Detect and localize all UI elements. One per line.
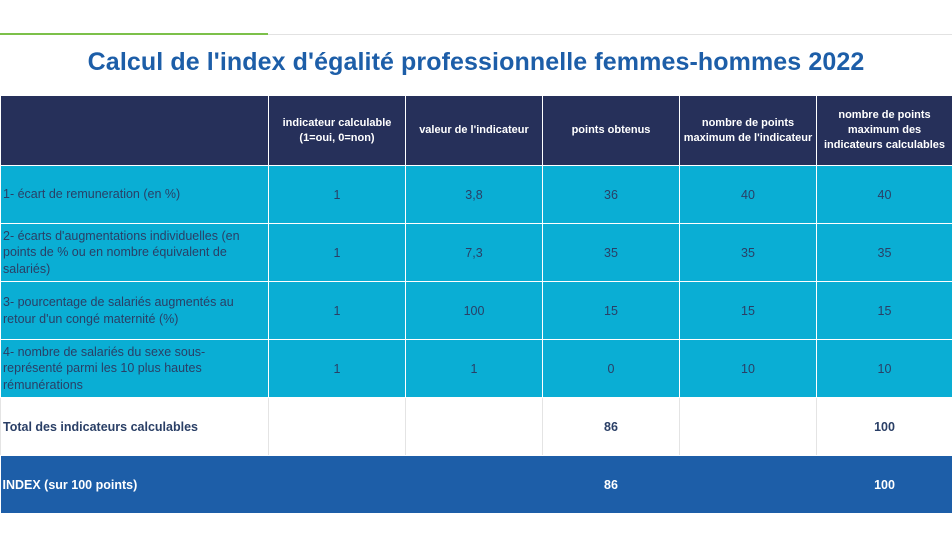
row-label: 3- pourcentage de salariés augmentés au … [0,281,269,340]
cell-max: 40 [679,165,817,224]
cell-calculable: 1 [268,223,406,282]
cell-max: 35 [679,223,817,282]
cell-max-calculables: 40 [816,165,952,224]
cell-valeur: 100 [405,281,543,340]
index-row: INDEX (sur 100 points) 86 100 [0,455,952,513]
header-indicator [0,95,269,166]
row-label: 1- écart de remuneration (en %) [0,165,269,224]
total-row: Total des indicateurs calculables 86 100 [0,397,952,456]
cell-points: 0 [542,339,680,398]
cell-max-calculables: 10 [816,339,952,398]
cell-max: 15 [679,281,817,340]
cell-calculable: 1 [268,281,406,340]
header-max-calculables: nombre de points maximum des indicateurs… [816,95,952,166]
table-header-row: indicateur calculable (1=oui, 0=non) val… [0,95,952,166]
total-label: Total des indicateurs calculables [0,397,269,456]
total-empty-cell [405,397,543,456]
cell-max-calculables: 35 [816,223,952,282]
cell-points: 15 [542,281,680,340]
table-row: 1- écart de remuneration (en %) 1 3,8 36… [0,165,952,224]
index-table: indicateur calculable (1=oui, 0=non) val… [0,95,952,513]
top-divider [0,34,952,35]
cell-valeur: 1 [405,339,543,398]
table-row: 4- nombre de salariés du sexe sous-repré… [0,339,952,398]
cell-points: 35 [542,223,680,282]
index-max: 100 [816,455,952,513]
total-empty-cell [268,397,406,456]
header-points: points obtenus [542,95,680,166]
total-max-calculables: 100 [816,397,952,456]
index-empty-cell [679,455,817,513]
top-accent-line [0,33,268,35]
table-row: 2- écarts d'augmentations individuelles … [0,223,952,282]
index-empty-cell [405,455,543,513]
cell-calculable: 1 [268,339,406,398]
index-empty-cell [268,455,406,513]
index-label: INDEX (sur 100 points) [0,455,269,513]
cell-valeur: 3,8 [405,165,543,224]
total-points: 86 [542,397,680,456]
cell-max-calculables: 15 [816,281,952,340]
cell-valeur: 7,3 [405,223,543,282]
row-label: 2- écarts d'augmentations individuelles … [0,223,269,282]
page-title: Calcul de l'index d'égalité professionne… [87,48,865,76]
total-empty-cell [679,397,817,456]
header-valeur: valeur de l'indicateur [405,95,543,166]
cell-points: 36 [542,165,680,224]
index-points: 86 [542,455,680,513]
cell-calculable: 1 [268,165,406,224]
header-max: nombre de points maximum de l'indicateur [679,95,817,166]
row-label: 4- nombre de salariés du sexe sous-repré… [0,339,269,398]
cell-max: 10 [679,339,817,398]
table-row: 3- pourcentage de salariés augmentés au … [0,281,952,340]
header-calculable: indicateur calculable (1=oui, 0=non) [268,95,406,166]
